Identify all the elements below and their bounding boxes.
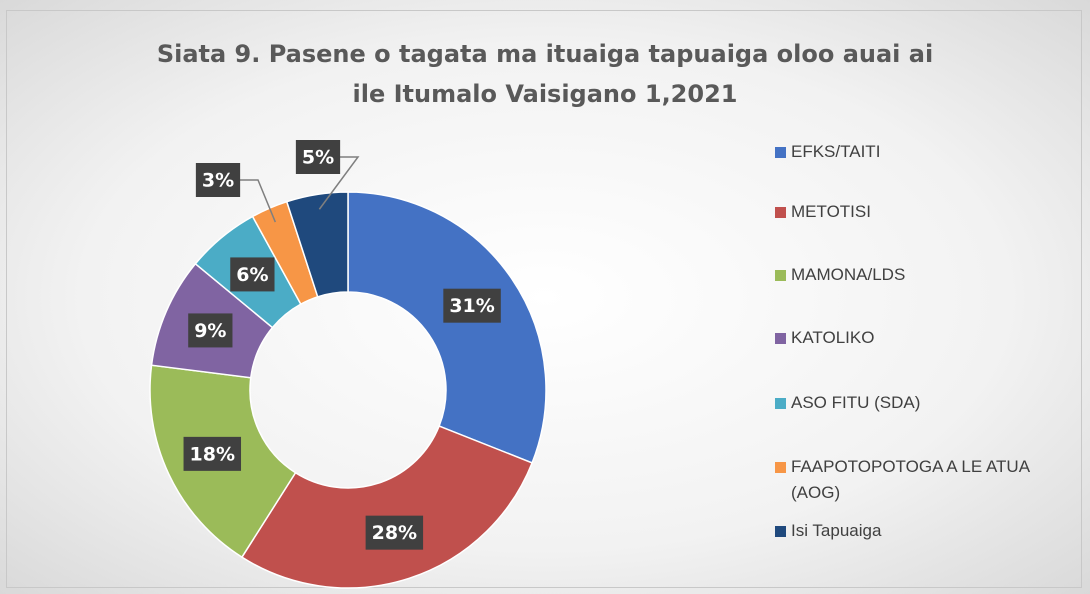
legend-label: METOTISI xyxy=(791,202,871,221)
leader-line xyxy=(240,179,277,223)
legend-swatch xyxy=(775,147,786,158)
leader-line xyxy=(318,156,360,210)
legend-swatch xyxy=(775,270,786,281)
data-label-box xyxy=(365,515,424,550)
chart-title: Siata 9. Pasene o tagata ma ituaiga tapu… xyxy=(156,40,934,108)
legend-swatch xyxy=(775,462,786,473)
legend-label: EFKS/TAITI xyxy=(791,142,881,161)
slice xyxy=(240,425,534,589)
legend-label: KATOLIKO xyxy=(791,328,875,347)
data-label-box xyxy=(443,288,501,323)
legend-item: FAAPOTOPOTOGA A LE ATUA (AOG) xyxy=(775,454,1035,506)
data-label-box xyxy=(183,436,242,471)
data-label-box xyxy=(188,313,233,348)
data-label-box xyxy=(295,140,341,174)
legend-label: MAMONA/LDS xyxy=(791,265,906,284)
data-label: 28% xyxy=(372,522,417,544)
data-label: 18% xyxy=(190,443,235,465)
legend-item: MAMONA/LDS xyxy=(775,262,1035,288)
legend-swatch xyxy=(775,333,786,344)
data-label: 5% xyxy=(302,147,334,169)
chart-frame xyxy=(6,10,1082,588)
legend-item: METOTISI xyxy=(775,199,1035,225)
data-label: 9% xyxy=(194,320,226,342)
data-label-box xyxy=(230,257,275,292)
data-label: 6% xyxy=(236,264,268,286)
data-label: 31% xyxy=(449,295,494,317)
legend-label: ASO FITU (SDA) xyxy=(791,393,921,412)
legend-item: ASO FITU (SDA) xyxy=(775,390,1035,416)
slice xyxy=(347,191,547,464)
legend-swatch xyxy=(775,398,786,409)
slice xyxy=(285,191,349,298)
legend-label: FAAPOTOPOTOGA A LE ATUA (AOG) xyxy=(791,457,1030,502)
legend-swatch xyxy=(775,526,786,537)
legend-item: EFKS/TAITI xyxy=(775,139,1035,165)
legend-item: KATOLIKO xyxy=(775,325,1035,351)
legend-item: Isi Tapuaiga xyxy=(775,518,1035,544)
data-label: 3% xyxy=(202,170,234,192)
legend-label: Isi Tapuaiga xyxy=(791,521,882,540)
legend-swatch xyxy=(775,207,786,218)
data-label-box xyxy=(195,163,241,197)
